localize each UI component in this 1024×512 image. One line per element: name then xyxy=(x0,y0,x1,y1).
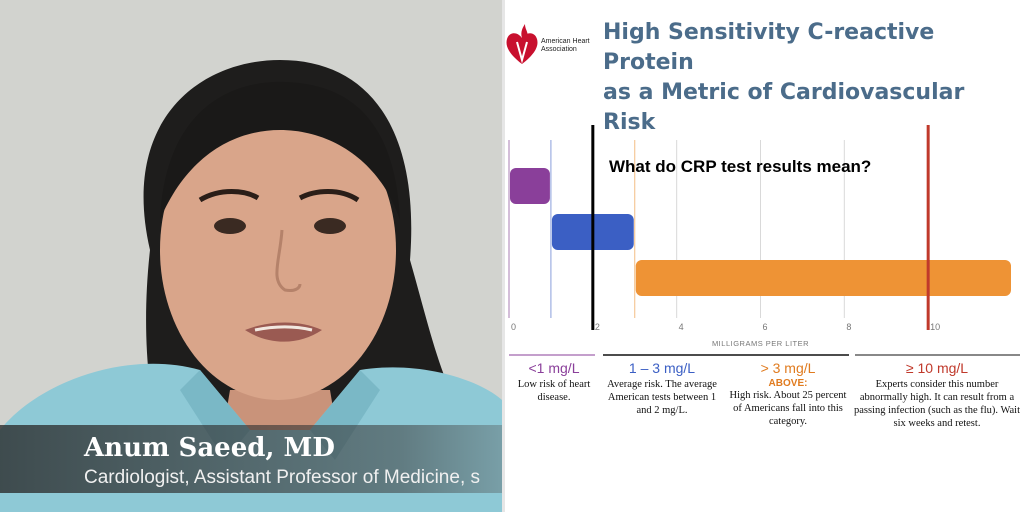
x-tick-label: 2 xyxy=(595,322,600,332)
speaker-portrait xyxy=(0,0,502,512)
category-very-high-desc: Experts consider this number abnormally … xyxy=(853,379,1021,429)
x-tick-label: 4 xyxy=(679,322,684,332)
range-bar xyxy=(510,168,550,204)
category-very-high-head: ≥ 10 mg/L xyxy=(905,360,969,376)
category-low: <1 mg/L Low risk of heart disease. xyxy=(509,360,599,404)
speaker-video: Anum Saeed, MD Cardiologist, Assistant P… xyxy=(0,0,502,512)
aha-logo: American Heart Association xyxy=(505,24,615,70)
x-axis-label: MILLIGRAMS PER LITER xyxy=(712,339,809,348)
speaker-title: Cardiologist, Assistant Professor of Med… xyxy=(84,467,481,488)
x-tick-label: 6 xyxy=(763,322,768,332)
category-average: 1 – 3 mg/L Average risk. The average Ame… xyxy=(603,360,721,417)
category-very-high: ≥ 10 mg/L Experts consider this number a… xyxy=(853,360,1021,430)
slide-title: High Sensitivity C-reactive Protein as a… xyxy=(603,18,1023,138)
category-high-sub: ABOVE: xyxy=(768,378,808,389)
lower-third-caption: Anum Saeed, MD Cardiologist, Assistant P… xyxy=(0,425,502,493)
x-tick-label: 10 xyxy=(930,322,940,332)
range-bar xyxy=(635,260,1011,296)
x-tick-label: 8 xyxy=(846,322,851,332)
chart-question: What do CRP test results mean? xyxy=(609,157,872,176)
category-high-head: > 3 mg/L xyxy=(760,360,816,376)
slide-title-line1: High Sensitivity C-reactive Protein xyxy=(603,20,935,75)
category-low-head: <1 mg/L xyxy=(528,360,580,376)
speaker-name: Anum Saeed, MD xyxy=(84,433,335,463)
presentation-slide: American Heart Association High Sensitiv… xyxy=(505,0,1024,512)
aha-logo-text: American Heart Association xyxy=(541,38,590,53)
panel-divider xyxy=(502,0,505,512)
category-average-head: 1 – 3 mg/L xyxy=(628,360,696,376)
category-high-desc: High risk. About 25 percent of Americans… xyxy=(729,390,847,427)
category-average-desc: Average risk. The average American tests… xyxy=(607,379,717,416)
category-high: > 3 mg/L ABOVE: High risk. About 25 perc… xyxy=(729,360,847,428)
category-low-desc: Low risk of heart disease. xyxy=(517,379,591,403)
heart-torch-icon xyxy=(506,24,538,64)
crp-range-chart: 0 2 4 6 8 10 MILLIGRAMS PER LITER xyxy=(508,125,1020,356)
x-tick-label: 0 xyxy=(511,322,516,332)
slide-title-line2: as a Metric of Cardiovascular Risk xyxy=(603,80,965,135)
